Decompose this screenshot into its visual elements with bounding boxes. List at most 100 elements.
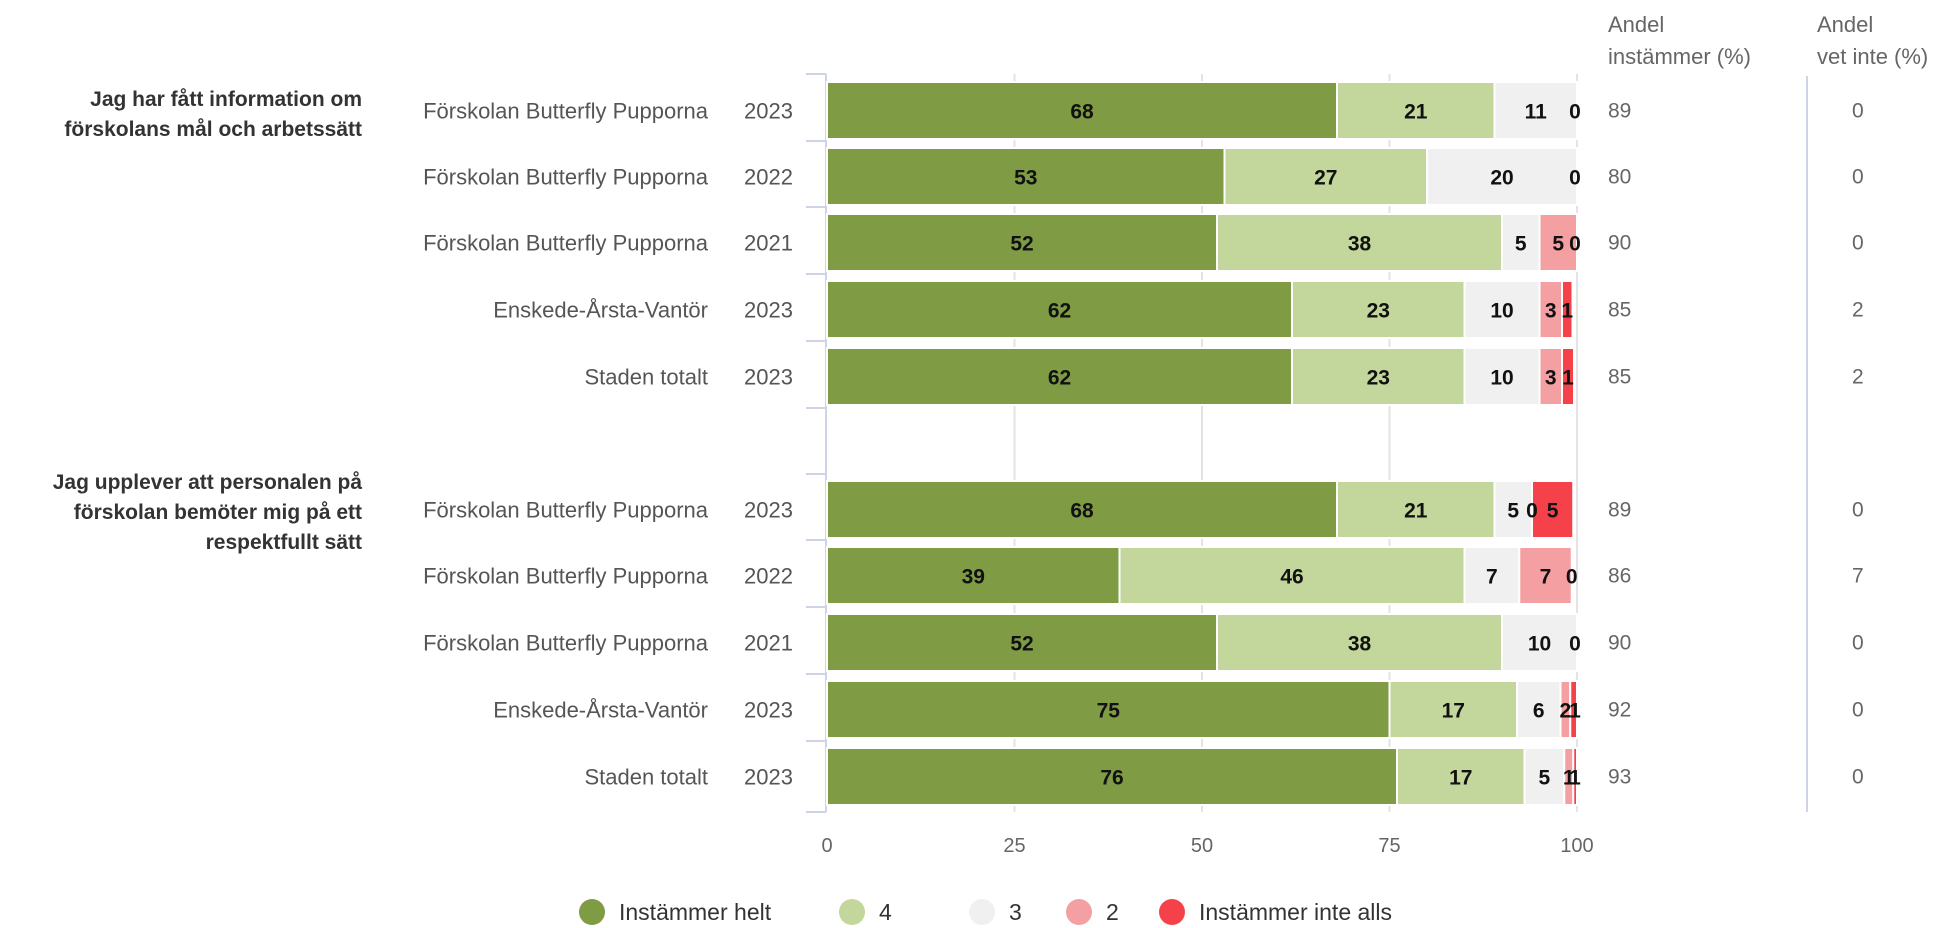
bar-data-label: 5 (1539, 767, 1551, 790)
row-unit-label: Förskolan Butterfly Pupporna (423, 631, 709, 656)
bar-data-label: 21 (1404, 500, 1428, 523)
bar-data-label: 1 (1561, 300, 1573, 323)
bar-data-label: 62 (1048, 300, 1071, 323)
x-tick-label: 25 (1003, 835, 1025, 857)
andel-vet-inte-value: 7 (1852, 565, 1864, 588)
bar-data-label: 1 (1563, 767, 1575, 790)
bar-data-label: 0 (1569, 633, 1581, 656)
legend-label: 3 (1009, 899, 1022, 925)
andel-instammer-value: 89 (1608, 499, 1631, 522)
bar-segment (1396, 747, 1526, 806)
legend-label: 2 (1106, 899, 1119, 925)
bar-data-label: 52 (1010, 633, 1033, 656)
bar-segment (826, 546, 1121, 605)
bar-segment (1561, 280, 1574, 339)
bar-data-label: 7 (1486, 566, 1498, 589)
bar-data-label: 0 (1569, 167, 1581, 190)
bar-data-label: 3 (1545, 367, 1557, 390)
bar-data-label: 3 (1545, 300, 1557, 323)
row-year-label: 2023 (744, 698, 793, 723)
bar-data-label: 0 (1526, 500, 1538, 523)
bar-data-label: 5 (1547, 500, 1559, 523)
legend-marker (579, 899, 605, 925)
bar-data-label: 23 (1367, 367, 1390, 390)
andel-vet-inte-value: 0 (1852, 499, 1864, 522)
bar-data-label: 6 (1533, 700, 1545, 723)
row-unit-label: Enskede-Årsta-Vantör (493, 298, 708, 323)
andel-vet-inte-value: 2 (1852, 366, 1864, 389)
andel-vet-inte-value: 0 (1852, 766, 1864, 789)
bar-segment (1572, 747, 1578, 806)
row-unit-label: Förskolan Butterfly Pupporna (423, 231, 709, 256)
bar-data-label: 17 (1442, 700, 1465, 723)
row-year-label: 2022 (744, 165, 793, 190)
andel-vet-inte-value: 2 (1852, 299, 1864, 322)
bar-segment (826, 747, 1398, 806)
bar-segment (1426, 147, 1578, 206)
bar-segment (1291, 347, 1466, 406)
legend-marker (1066, 899, 1092, 925)
andel-instammer-value: 92 (1608, 699, 1631, 722)
x-tick-label: 50 (1191, 835, 1213, 857)
bar-data-label: 0 (1569, 101, 1581, 124)
andel-vet-inte-value: 0 (1852, 100, 1864, 123)
bar-data-label: 2 (1560, 700, 1572, 723)
x-tick-label: 75 (1378, 835, 1400, 857)
bar-data-label: 17 (1449, 767, 1472, 790)
bar-segment (1336, 480, 1496, 539)
legend-label: Instämmer inte alls (1199, 899, 1392, 925)
legend-marker (1159, 899, 1185, 925)
bar-data-label: 62 (1048, 367, 1071, 390)
group-label: Jag har fått information om (90, 88, 362, 111)
row-year-label: 2023 (744, 498, 793, 523)
bar-data-label: 38 (1348, 233, 1372, 256)
bar-segment (1538, 213, 1578, 272)
group-label: respektfullt sätt (206, 531, 362, 554)
bar-data-label: 20 (1490, 167, 1513, 190)
bar-segment (826, 680, 1391, 739)
bar-segment (1561, 347, 1575, 406)
row-year-label: 2023 (744, 298, 793, 323)
bar-data-label: 7 (1540, 566, 1552, 589)
bar-data-label: 46 (1280, 566, 1303, 589)
bar-data-label: 1 (1562, 367, 1574, 390)
bar-segment (1518, 546, 1573, 605)
bar-data-label: 68 (1070, 500, 1094, 523)
row-year-label: 2023 (744, 365, 793, 390)
row-year-label: 2022 (744, 564, 793, 589)
bar-data-label: 39 (962, 566, 985, 589)
bar-data-label: 10 (1490, 367, 1513, 390)
bar-data-label: 5 (1507, 500, 1519, 523)
bar-data-label: 10 (1490, 300, 1513, 323)
group-label: förskolans mål och arbetssätt (64, 118, 362, 141)
andel-instammer-value: 90 (1608, 632, 1631, 655)
row-unit-label: Förskolan Butterfly Pupporna (423, 564, 709, 589)
bar-data-label: 23 (1367, 300, 1390, 323)
andel-vet-inte-value: 0 (1852, 632, 1864, 655)
bar-segment (1463, 546, 1521, 605)
x-tick-label: 0 (821, 835, 832, 857)
bar-data-label: 1 (1569, 767, 1581, 790)
bar-data-label: 21 (1404, 101, 1428, 124)
row-unit-label: Förskolan Butterfly Pupporna (423, 165, 709, 190)
bar-data-label: 5 (1515, 233, 1527, 256)
bar-segment (1493, 81, 1578, 140)
row-unit-label: Enskede-Årsta-Vantör (493, 698, 708, 723)
bar-segment (1516, 680, 1562, 739)
bar-data-label: 11 (1525, 101, 1548, 124)
andel-instammer-value: 80 (1608, 166, 1631, 189)
row-unit-label: Förskolan Butterfly Pupporna (423, 99, 709, 124)
bar-segment (1216, 213, 1503, 272)
andel-vet-inte-value: 0 (1852, 166, 1864, 189)
andel-instammer-value: 85 (1608, 366, 1631, 389)
bar-data-label: 27 (1314, 167, 1337, 190)
bar-segment (1463, 280, 1541, 339)
bar-segment (1569, 680, 1578, 739)
row-year-label: 2021 (744, 231, 793, 256)
legend-marker (969, 899, 995, 925)
bar-data-label: 5 (1552, 233, 1564, 256)
andel-instammer-value: 90 (1608, 232, 1631, 255)
bar-data-label: 52 (1010, 233, 1033, 256)
bar-segment (1501, 613, 1578, 672)
